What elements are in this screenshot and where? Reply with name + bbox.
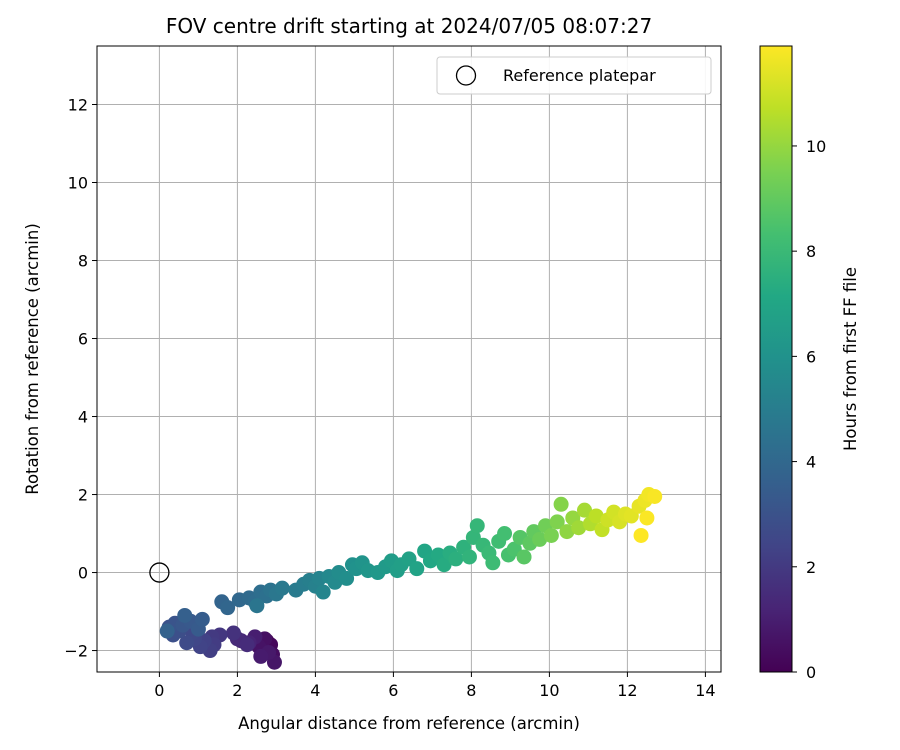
y-tick-label: 12 (68, 96, 88, 115)
colorbar: 0 2 4 6 8 10 Hours from first FF file (759, 45, 860, 682)
y-tick-label: 6 (78, 330, 88, 349)
scatter-point (577, 502, 592, 518)
x-tick-label: 12 (617, 681, 637, 700)
scatter-point (639, 510, 655, 526)
scatter-point (239, 637, 255, 653)
scatter-point (469, 518, 485, 534)
x-axis-label: Angular distance from reference (arcmin) (238, 714, 580, 733)
scatter-point (339, 570, 355, 586)
scatter-point (159, 623, 175, 639)
x-tick-label: 8 (466, 681, 476, 700)
scatter-point (409, 561, 425, 577)
y-tick-label: 0 (78, 564, 88, 583)
scatter-point (543, 527, 559, 543)
scatter-point (516, 549, 532, 565)
y-tick-label: −2 (64, 642, 88, 661)
scatter-point (274, 580, 290, 596)
colorbar-tick-label: 6 (806, 347, 816, 366)
colorbar-ticks: 0 2 4 6 8 10 (792, 137, 826, 682)
scatter-point (220, 600, 236, 616)
scatter-point (588, 508, 604, 524)
scatter-point (553, 496, 569, 512)
x-tick-label: 6 (388, 681, 398, 700)
scatter-point (532, 531, 548, 547)
y-tick-label: 8 (78, 252, 88, 271)
y-tick-label: 10 (68, 174, 88, 193)
y-axis-label: Rotation from reference (arcmin) (23, 223, 42, 495)
scatter-point (497, 526, 513, 542)
colorbar-tick-label: 8 (806, 242, 816, 261)
reference-marker-group (149, 562, 170, 583)
scatter-points (159, 487, 663, 670)
x-tick-label: 4 (310, 681, 320, 700)
plot-frame (96, 45, 722, 673)
colorbar-tick-label: 10 (806, 137, 826, 156)
y-axis-ticks: −2 0 2 4 6 8 10 12 (64, 96, 97, 661)
scatter-point (633, 527, 649, 543)
chart-title: FOV centre drift starting at 2024/07/05 … (166, 14, 652, 38)
scatter-point (179, 635, 195, 651)
reference-marker (149, 562, 170, 583)
legend-entry-reference: Reference platepar (503, 66, 656, 85)
scatter-point (485, 555, 501, 571)
plot-area: 0 2 4 6 8 10 12 14 −2 0 2 4 6 8 10 12 (64, 45, 722, 700)
legend: Reference platepar (436, 56, 712, 95)
scatter-point (253, 648, 269, 664)
x-tick-label: 14 (695, 681, 715, 700)
scatter-point (226, 625, 241, 641)
scatter-point (571, 520, 587, 536)
scatter-point (177, 607, 193, 623)
scatter-point (249, 598, 265, 614)
x-tick-label: 2 (232, 681, 242, 700)
x-tick-label: 10 (539, 681, 559, 700)
legend-marker-icon (455, 65, 477, 86)
scatter-point (436, 557, 452, 573)
scatter-point (647, 488, 663, 504)
colorbar-label: Hours from first FF file (841, 267, 860, 451)
grid (97, 46, 721, 672)
plot-background (97, 46, 721, 672)
scatter-point (549, 514, 565, 530)
colorbar-tick-label: 0 (806, 663, 816, 682)
x-axis-ticks: 0 2 4 6 8 10 12 14 (154, 672, 716, 700)
colorbar-gradient (759, 45, 793, 673)
legend-frame (436, 56, 712, 95)
scatter-point (315, 584, 331, 600)
scatter-point (461, 549, 477, 565)
scatter-point (559, 524, 575, 540)
colorbar-tick-label: 4 (806, 453, 816, 472)
colorbar-tick-label: 2 (806, 558, 816, 577)
y-tick-label: 4 (78, 408, 88, 427)
scatter-point (194, 611, 210, 627)
scatter-point (448, 551, 464, 567)
x-tick-label: 0 (154, 681, 164, 700)
y-tick-label: 2 (78, 486, 88, 505)
